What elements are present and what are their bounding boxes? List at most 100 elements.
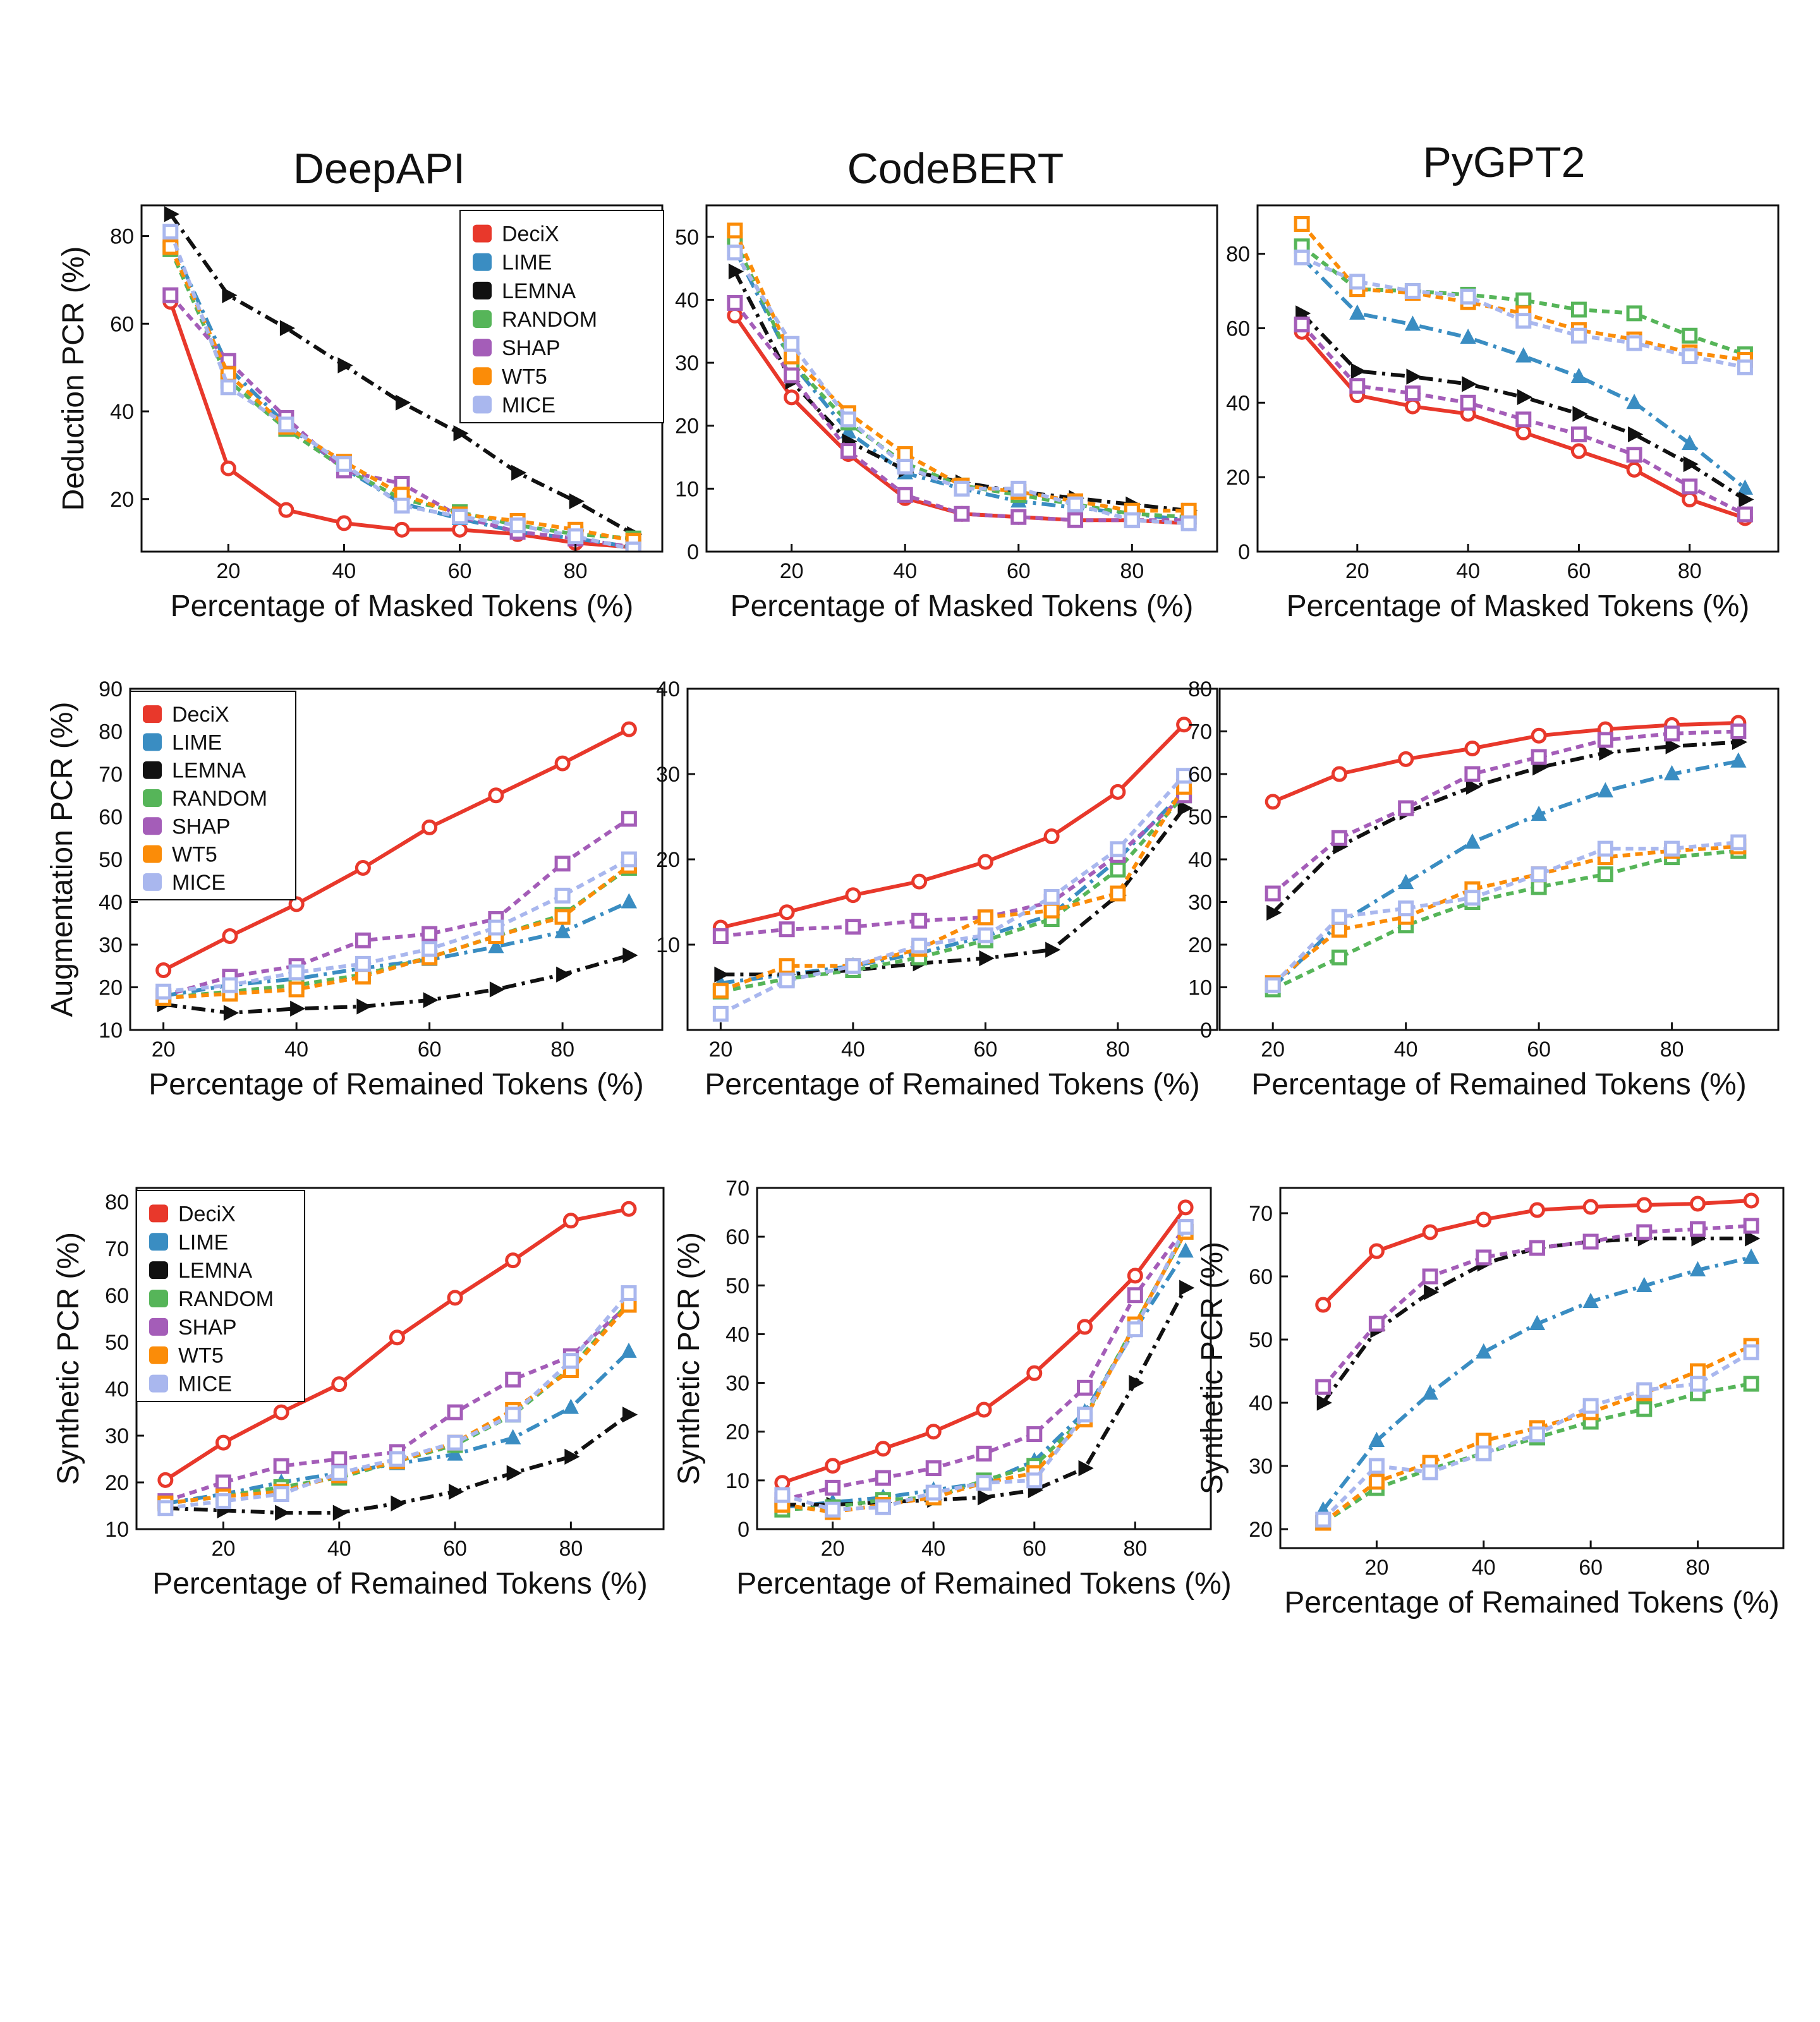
data-point-lemna [622,947,638,964]
legend-swatch [149,1290,168,1307]
data-point-mice [1010,480,1027,497]
data-point-decix [278,502,294,518]
data-point-shap [779,921,795,938]
y-tick-label: 40 [105,1377,129,1401]
data-point-decix [273,1404,289,1420]
x-tick-label: 80 [1660,1038,1684,1062]
data-point-mice [1460,288,1476,305]
y-tick-label: 20 [105,1471,129,1495]
legend: DeciX LIME LEMNA RANDOM SHAP WT5 MICE [136,1190,305,1402]
y-tick-label: 50 [105,1331,129,1355]
data-point-mice [1570,327,1587,344]
y-tick-label: 50 [1249,1328,1273,1352]
data-point-lime [1476,1343,1492,1359]
data-point-shap [911,912,928,929]
x-tick-label: 20 [708,1038,732,1062]
data-point-shap [1265,885,1281,902]
y-tick-label: 30 [1249,1455,1273,1479]
data-point-lemna [1628,426,1644,443]
data-point-lemna [1462,376,1477,392]
data-point-decix [1043,828,1060,845]
data-point-shap [1422,1268,1438,1285]
x-tick-label: 80 [564,559,588,583]
data-point-decix [621,721,637,737]
legend-swatch [473,367,492,385]
data-point-decix [1529,1202,1545,1218]
data-point-shap [1368,1316,1385,1332]
data-point-lemna [1745,1230,1761,1247]
data-point-mice [1515,313,1532,329]
x-tick-label: 20 [1345,559,1369,583]
data-point-lemna [1665,738,1681,754]
data-point-decix [1476,1211,1492,1228]
data-point-mice [625,542,641,552]
data-point-random [1636,1401,1653,1417]
data-point-shap [954,506,970,522]
legend-label: MICE [172,871,226,895]
data-point-decix [1515,424,1532,440]
data-point-mice [1404,283,1421,300]
y-tick-label: 60 [1188,763,1212,787]
y-tick-label: 20 [1226,466,1250,490]
y-tick-label: 50 [725,1274,749,1298]
data-point-lime [1636,1276,1653,1292]
data-point-mice [1124,512,1140,528]
data-point-lemna [453,425,469,442]
data-point-decix [779,904,795,921]
data-point-shap [825,1479,841,1496]
x-tick-label: 60 [443,1537,467,1561]
x-tick-label: 20 [1261,1038,1285,1062]
data-point-shap [331,1451,348,1467]
data-point-lime [1582,1292,1599,1308]
data-point-lime [1529,1314,1546,1330]
x-axis-label: Percentage of Remained Tokens (%) [705,1068,1200,1101]
data-point-lemna [222,287,238,303]
x-tick-label: 20 [212,1537,236,1561]
y-tick-label: 60 [1249,1265,1273,1289]
data-point-mice [1464,890,1481,906]
x-tick-label: 80 [550,1038,574,1062]
x-axis-label: Percentage of Remained Tokens (%) [149,1068,644,1101]
series-line-mice [168,231,634,552]
data-point-wt5 [1331,921,1347,938]
legend-swatch [143,789,162,807]
data-point-shap [727,294,743,311]
data-point-wt5 [712,983,729,999]
data-point-decix [562,1213,579,1229]
data-point-wt5 [554,909,571,925]
series-group [155,721,638,1021]
data-point-mice [1110,841,1126,857]
legend-swatch [143,845,162,863]
x-axis-label: Percentage of Masked Tokens (%) [171,590,634,623]
data-point-mice [331,1465,348,1481]
data-point-decix [1368,1243,1385,1259]
legend-label: LEMNA [172,759,246,783]
data-point-shap [897,487,913,503]
legend-label: WT5 [178,1344,224,1368]
data-point-wt5 [1368,1474,1385,1490]
y-tick-label: 60 [1226,317,1250,341]
legend-label: RANDOM [172,787,267,811]
x-axis-label: Percentage of Remained Tokens (%) [736,1567,1232,1601]
data-point-lime [1398,873,1414,890]
y-tick-label: 40 [1226,391,1250,415]
data-point-random [1515,292,1532,308]
data-point-lemna [396,394,411,411]
data-point-decix [336,515,352,531]
series-line-decix [720,723,1186,929]
data-point-mice [162,224,179,240]
data-point-mice [1664,840,1680,857]
legend-swatch [143,705,162,723]
y-tick-label: 70 [105,1237,129,1261]
data-point-decix [1570,443,1587,459]
data-point-mice [1294,249,1310,265]
data-point-mice [389,1451,405,1467]
data-point-mice [621,851,637,868]
data-point-lemna [564,1448,580,1465]
data-point-mice [447,1434,463,1451]
data-point-mice [1315,1511,1332,1528]
plot-frame [705,204,1218,553]
y-tick-label: 90 [99,677,123,701]
data-point-shap [355,932,371,948]
data-point-mice [220,379,236,396]
